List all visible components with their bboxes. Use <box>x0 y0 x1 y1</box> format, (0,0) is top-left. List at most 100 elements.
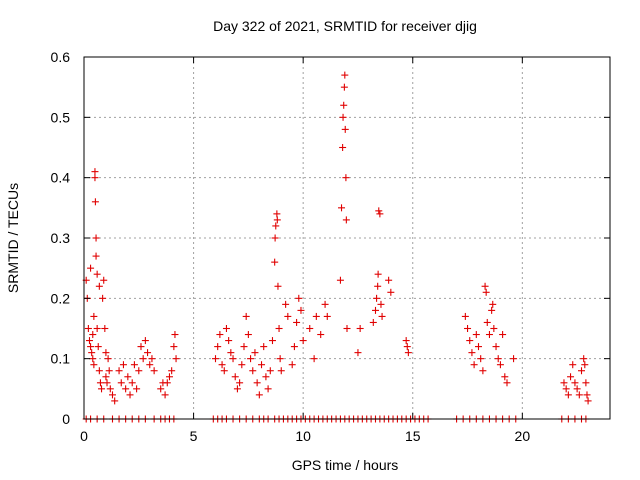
data-point <box>170 343 178 351</box>
data-point <box>338 204 346 212</box>
data-point <box>106 385 114 393</box>
data-point <box>387 288 395 296</box>
data-point <box>293 318 301 326</box>
y-axis-label: SRMTID / TECUs <box>5 183 21 293</box>
data-point <box>89 331 97 339</box>
data-point <box>295 294 303 302</box>
grid <box>84 57 610 419</box>
data-point <box>306 325 314 332</box>
data-point <box>242 312 250 320</box>
x-tick-label: 0 <box>80 428 88 444</box>
axis-ticks <box>83 56 610 420</box>
data-point <box>562 385 570 393</box>
data-point <box>377 300 385 308</box>
data-point <box>343 325 351 332</box>
data-point <box>105 367 113 375</box>
data-point <box>376 210 384 218</box>
data-point <box>85 337 93 345</box>
data-point <box>238 361 246 369</box>
y-tick-label: 0.6 <box>51 49 71 65</box>
data-point <box>168 367 176 375</box>
data-point <box>342 216 350 224</box>
data-point <box>496 361 504 369</box>
data-point <box>104 355 112 363</box>
data-point <box>481 282 489 290</box>
data-point <box>342 174 350 182</box>
data-point <box>584 397 592 405</box>
data-point <box>93 325 101 332</box>
y-tick-labels: 0 0.1 0.2 0.3 0.4 0.5 0.6 <box>51 49 71 427</box>
data-point <box>101 325 109 332</box>
data-point <box>212 355 219 363</box>
data-point <box>124 373 132 381</box>
data-point <box>157 385 165 393</box>
data-point <box>374 282 382 290</box>
data-point <box>464 325 472 332</box>
data-point <box>135 367 143 375</box>
data-point <box>470 361 478 369</box>
data-point <box>171 331 179 339</box>
data-point <box>108 391 116 399</box>
data-point <box>489 300 497 308</box>
data-point <box>236 379 244 387</box>
data-point <box>273 210 281 218</box>
data-point <box>266 367 274 375</box>
x-tick-label: 5 <box>190 428 198 444</box>
data-point <box>268 337 276 345</box>
data-point <box>115 367 123 375</box>
data-point <box>573 385 581 393</box>
data-point <box>172 355 180 363</box>
data-point <box>91 168 99 176</box>
data-point <box>571 379 579 387</box>
y-tick-label: 0.1 <box>51 351 71 367</box>
data-point <box>119 361 127 369</box>
data-point <box>483 318 491 326</box>
data-point <box>404 349 412 357</box>
data-point <box>220 367 228 375</box>
data-point <box>117 379 125 387</box>
data-point <box>277 367 285 375</box>
data-point <box>244 331 252 339</box>
data-point <box>274 282 282 290</box>
data-point <box>225 337 233 345</box>
data-point <box>499 331 507 339</box>
data-point <box>488 306 496 314</box>
data-point <box>569 361 577 369</box>
data-point <box>99 294 107 302</box>
data-point <box>461 312 469 320</box>
data-point <box>96 379 104 387</box>
data-point <box>468 349 476 357</box>
data-point <box>472 331 480 339</box>
data-point <box>402 337 410 345</box>
data-point <box>275 325 283 332</box>
data-point <box>284 312 292 320</box>
data-point <box>582 379 590 387</box>
data-point <box>575 391 583 399</box>
data-point <box>310 355 318 363</box>
x-tick-labels: 0 5 10 15 20 <box>80 428 530 444</box>
data-point <box>253 379 261 387</box>
data-point <box>271 258 279 266</box>
data-point <box>84 325 92 332</box>
data-point <box>312 312 320 320</box>
data-point <box>94 343 102 351</box>
data-point <box>227 349 235 357</box>
data-point <box>477 355 485 363</box>
data-point <box>282 300 290 308</box>
data-point <box>341 71 349 79</box>
data-point <box>567 373 575 381</box>
data-point <box>229 355 237 363</box>
data-point <box>288 361 296 369</box>
data-point <box>247 355 255 363</box>
data-point <box>297 306 305 314</box>
plot-frame <box>83 56 611 420</box>
data-point <box>272 222 280 230</box>
data-point <box>323 312 331 320</box>
data-point <box>102 373 110 381</box>
data-point <box>137 343 145 351</box>
data-point <box>240 343 248 351</box>
data-point <box>371 306 379 314</box>
data-point <box>88 349 96 357</box>
y-tick-label: 0.5 <box>51 109 71 125</box>
data-point <box>276 355 284 363</box>
